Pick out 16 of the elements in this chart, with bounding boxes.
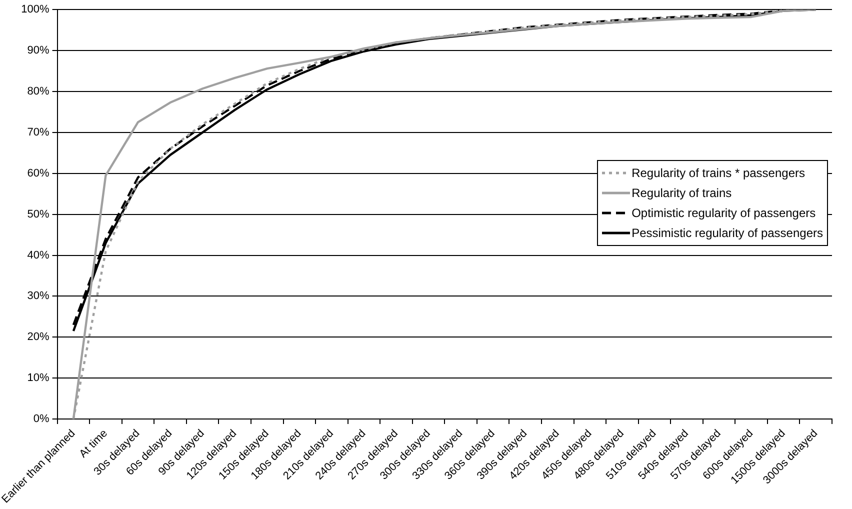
y-tick-label: 30% bbox=[27, 290, 50, 302]
legend-label: Pessimistic regularity of passengers bbox=[632, 226, 823, 240]
y-tick-label: 50% bbox=[27, 208, 50, 220]
y-tick-label: 70% bbox=[27, 126, 50, 138]
y-tick-label: 100% bbox=[21, 4, 50, 16]
y-tick-label: 40% bbox=[27, 249, 50, 262]
legend-label: Regularity of trains * passengers bbox=[632, 166, 805, 180]
y-tick-label: 80% bbox=[27, 86, 50, 98]
y-tick-label: 90% bbox=[27, 44, 50, 57]
y-tick-label: 20% bbox=[27, 331, 50, 344]
y-tick-label: 0% bbox=[33, 413, 50, 426]
legend-label: Regularity of trains bbox=[632, 186, 732, 200]
legend-label: Optimistic regularity of passengers bbox=[632, 206, 816, 220]
y-tick-label: 60% bbox=[27, 167, 50, 180]
y-tick-label: 10% bbox=[27, 372, 50, 384]
x-tick-label: At time bbox=[77, 427, 110, 460]
